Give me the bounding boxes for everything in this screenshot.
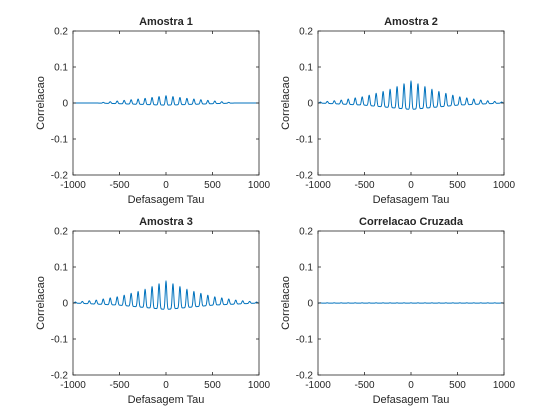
series-line-1 bbox=[73, 95, 259, 106]
subplot-3: -1000 -500 0 500 1000 -0.2 -0.1 0 0.1 0.2 Amostra … bbox=[35, 216, 271, 406]
x-tick-label: -500 bbox=[354, 180, 374, 191]
x-tick-label: 500 bbox=[204, 380, 221, 391]
y-tick-label: 0.2 bbox=[54, 27, 68, 38]
y-axis-label: Correlacao bbox=[35, 76, 47, 130]
y-tick-label: -0.2 bbox=[296, 171, 314, 182]
y-tick-label: -0.2 bbox=[296, 371, 314, 382]
x-tick-label: 0 bbox=[408, 180, 414, 191]
x-tick-label: 500 bbox=[449, 380, 466, 391]
y-tick-label: -0.1 bbox=[296, 335, 314, 346]
x-tick-label: 500 bbox=[449, 180, 466, 191]
subplot-1: -1000 -500 0 500 1000 -0.2 -0.1 0 0.1 0.2 Amostra … bbox=[35, 16, 271, 206]
x-tick-label: -500 bbox=[109, 380, 129, 391]
y-tick-label: 0 bbox=[62, 99, 68, 110]
y-tick-label: 0.1 bbox=[54, 63, 68, 74]
x-tick-label: -1000 bbox=[60, 380, 86, 391]
subplot-title: Amostra 3 bbox=[139, 216, 193, 228]
subplot-2: -1000 -500 0 500 1000 -0.2 -0.1 0 0.1 0.2 Amostra … bbox=[280, 16, 516, 206]
y-tick-label: 0.2 bbox=[299, 227, 313, 238]
x-tick-label: 1000 bbox=[493, 380, 516, 391]
y-tick-label: -0.1 bbox=[51, 135, 69, 146]
y-tick-label: 0.1 bbox=[299, 63, 313, 74]
series-line-1 bbox=[73, 279, 259, 310]
x-axis-label: Defasagem Tau bbox=[373, 194, 450, 206]
x-tick-label: 1000 bbox=[248, 180, 271, 191]
x-tick-label: 0 bbox=[163, 380, 169, 391]
y-tick-label: -0.1 bbox=[51, 335, 69, 346]
x-tick-label: 1000 bbox=[248, 380, 271, 391]
x-tick-label: -500 bbox=[109, 180, 129, 191]
series-line-1 bbox=[318, 79, 504, 110]
x-axis-label: Defasagem Tau bbox=[373, 394, 450, 406]
y-tick-label: 0.1 bbox=[54, 263, 68, 274]
y-axis-label: Correlacao bbox=[35, 276, 47, 330]
y-tick-label: 0 bbox=[62, 299, 68, 310]
x-tick-label: -1000 bbox=[60, 180, 86, 191]
y-tick-label: 0.2 bbox=[54, 227, 68, 238]
y-tick-label: 0 bbox=[307, 99, 313, 110]
y-tick-label: 0 bbox=[307, 299, 313, 310]
y-tick-label: 0.1 bbox=[299, 263, 313, 274]
y-tick-label: -0.2 bbox=[51, 371, 69, 382]
subplot-title: Amostra 1 bbox=[139, 16, 193, 28]
x-tick-label: 500 bbox=[204, 180, 221, 191]
x-axis-label: Defasagem Tau bbox=[128, 394, 205, 406]
x-tick-label: 0 bbox=[163, 180, 169, 191]
subplot-4: -1000 -500 0 500 1000 -0.2 -0.1 0 0.1 0.2 Correlac… bbox=[280, 216, 516, 406]
y-axis-label: Correlacao bbox=[280, 276, 292, 330]
y-axis-label: Correlacao bbox=[280, 76, 292, 130]
x-tick-label: 0 bbox=[408, 380, 414, 391]
y-tick-label: -0.2 bbox=[51, 171, 69, 182]
x-axis-label: Defasagem Tau bbox=[128, 194, 205, 206]
x-tick-label: -1000 bbox=[305, 180, 331, 191]
y-tick-label: -0.1 bbox=[296, 135, 314, 146]
subplot-title: Amostra 2 bbox=[384, 16, 438, 28]
x-tick-label: -500 bbox=[354, 380, 374, 391]
x-tick-label: 1000 bbox=[493, 180, 516, 191]
subplot-title: Correlacao Cruzada bbox=[359, 216, 464, 228]
x-tick-label: -1000 bbox=[305, 380, 331, 391]
y-tick-label: 0.2 bbox=[299, 27, 313, 38]
